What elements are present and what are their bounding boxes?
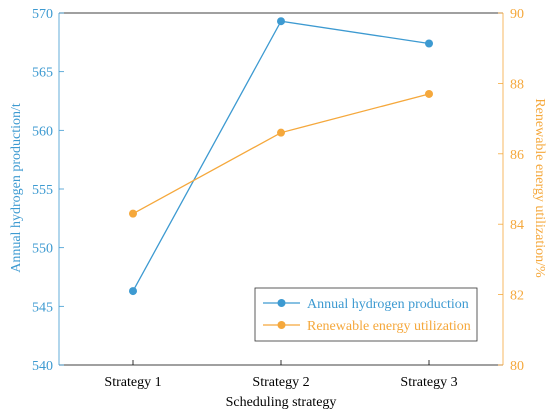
x-tick-label: Strategy 2 xyxy=(252,375,309,390)
x-tick-label: Strategy 1 xyxy=(104,375,161,390)
series-1-point xyxy=(129,209,137,218)
y-right-tick-label: 88 xyxy=(510,77,524,92)
y-right-tick-label: 86 xyxy=(510,148,524,163)
y-left-tick-label: 570 xyxy=(32,7,53,22)
y-left-tick-label: 540 xyxy=(32,359,53,374)
legend-marker-renewable xyxy=(277,321,286,329)
series-layer xyxy=(129,17,433,296)
series-0-point xyxy=(425,39,433,48)
legend-label-renewable: Renewable energy utilization xyxy=(307,319,471,334)
y-left-tick-label: 560 xyxy=(32,124,53,139)
y-left-tick-label: 565 xyxy=(32,66,53,81)
legend-marker-hydrogen xyxy=(277,299,286,307)
y-right-tick-label: 90 xyxy=(510,7,524,22)
y-left-tick-label: 555 xyxy=(32,183,53,198)
y-left-tick-label: 545 xyxy=(32,300,53,315)
axes: 540 545 550 555 560 565 570 80 82 84 86 88 90 Strateg… xyxy=(32,7,524,390)
series-line-1 xyxy=(132,93,430,215)
series-line-0 xyxy=(132,20,430,292)
series-0-point xyxy=(129,287,137,296)
series-0-point xyxy=(277,17,285,26)
legend-label-hydrogen: Annual hydrogen production xyxy=(307,297,469,312)
series-1-point xyxy=(425,89,433,98)
x-axis-label: Scheduling strategy xyxy=(226,395,337,410)
y-right-axis-label: Renewable energy utilization/% xyxy=(532,98,547,278)
y-left-axis-label: Annual hydrogen production/t xyxy=(9,103,24,273)
legend: Annual hydrogen production Renewable ene… xyxy=(254,287,478,342)
y-right-tick-label: 82 xyxy=(510,289,524,304)
x-tick-label: Strategy 3 xyxy=(400,375,457,390)
series-1-point xyxy=(277,128,285,137)
legend-box xyxy=(254,287,478,342)
axis-labels: Scheduling strategy Annual hydrogen prod… xyxy=(9,98,547,410)
y-right-tick-label: 84 xyxy=(510,218,524,233)
y-right-tick-label: 80 xyxy=(510,359,524,374)
y-left-tick-label: 550 xyxy=(32,242,53,257)
